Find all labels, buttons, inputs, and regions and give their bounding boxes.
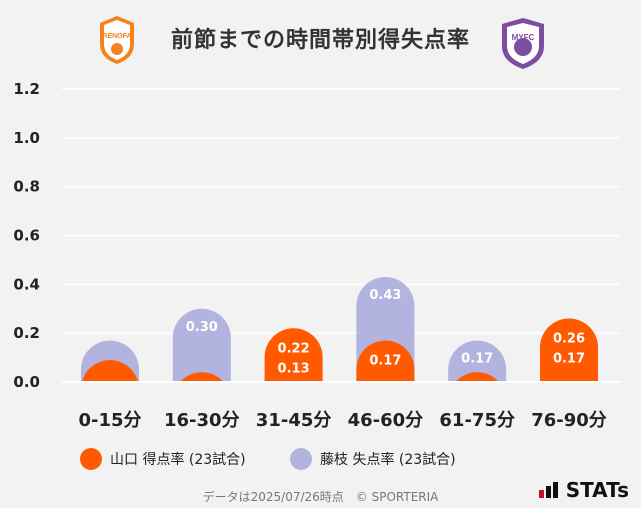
bar-scored-1 <box>180 372 224 382</box>
footer-note: データは2025/07/26時点 © SPORTERIA <box>202 490 439 504</box>
data-label-conceded-4: 0.17 <box>461 351 493 366</box>
bar-scored-0 <box>81 360 139 382</box>
legend-label-1: 藤枝 失点率 (23試合) <box>320 452 456 468</box>
y-tick-label-3: 0.6 <box>13 227 40 245</box>
y-tick-label-4: 0.8 <box>13 178 40 196</box>
fujieda-myfc-crest-icon: MYFC <box>502 18 544 69</box>
y-tick-label-2: 0.4 <box>13 275 40 293</box>
renofa-crest-text: RENOFA <box>102 33 131 40</box>
data-label-conceded-2: 0.13 <box>278 361 310 376</box>
legend-item-1: 藤枝 失点率 (23試合) <box>290 448 456 470</box>
legend-swatch-1 <box>290 448 312 470</box>
x-tick-label-5: 76-90分 <box>531 410 607 431</box>
myfc-crest-text: MYFC <box>512 33 535 42</box>
data-label-scored-5: 0.26 <box>553 332 585 347</box>
stats-bars-icon <box>538 482 560 498</box>
x-tick-label-2: 31-45分 <box>256 410 332 431</box>
x-tick-label-0: 0-15分 <box>78 410 141 431</box>
x-tick-label-1: 16-30分 <box>164 410 240 431</box>
y-tick-label-5: 1.0 <box>13 129 40 147</box>
y-tick-label-0: 0.0 <box>13 373 40 391</box>
bar-conceded-4 <box>448 340 507 382</box>
data-label-scored-3: 0.17 <box>369 353 401 368</box>
data-label-conceded-1: 0.30 <box>186 320 218 335</box>
legend-swatch-0 <box>80 448 102 470</box>
data-label-scored-2: 0.22 <box>278 341 310 356</box>
chart: 0.0 0.2 0.4 0.6 0.8 1.0 1.2 0-15分 0.30 16-30分 0.13… <box>13 80 620 431</box>
legend-item-0: 山口 得点率 (23試合) <box>80 448 246 470</box>
bar-scored-3 <box>356 340 415 382</box>
renofa-yamaguchi-crest-icon: RENOFA <box>100 16 134 64</box>
y-tick-label-6: 1.2 <box>13 80 40 98</box>
bar-conceded-1 <box>172 308 231 382</box>
stats-brand-text: STATs <box>565 478 629 502</box>
stats-logo: STATs <box>538 478 629 502</box>
chart-title: 前節までの時間帯別得失点率 <box>170 28 470 53</box>
x-tick-label-4: 61-75分 <box>439 410 515 431</box>
legend-label-0: 山口 得点率 (23試合) <box>110 452 246 468</box>
data-label-conceded-5: 0.17 <box>553 351 585 366</box>
bar-scored-2 <box>264 328 323 382</box>
data-label-conceded-3: 0.43 <box>369 288 401 303</box>
x-tick-label-3: 46-60分 <box>348 410 424 431</box>
y-tick-label-1: 0.2 <box>13 324 40 342</box>
bar-scored-4 <box>455 372 499 382</box>
bar-scored-5 <box>540 318 598 382</box>
